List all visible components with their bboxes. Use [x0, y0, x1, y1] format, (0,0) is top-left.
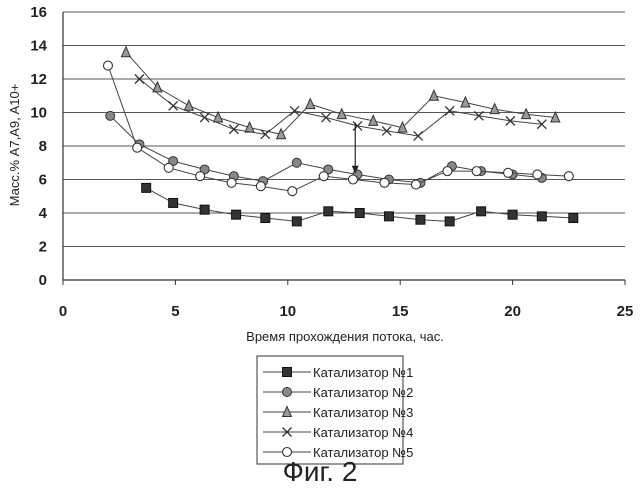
series-5-point-2: [133, 143, 142, 152]
y-tick-label-12: 12: [30, 71, 47, 88]
series-1-point-8: [355, 209, 364, 218]
series-5-point-10: [380, 178, 389, 187]
x-axis-title: Время прохождения потока, час.: [246, 329, 444, 344]
legend-marker-2: [283, 388, 292, 397]
series-5-point-9: [348, 175, 357, 184]
series-2-point-7: [292, 158, 301, 167]
y-tick-label-2: 2: [39, 239, 47, 256]
series-1-point-11: [445, 217, 454, 226]
figure-caption: Фиг. 2: [0, 456, 640, 488]
y-tick-labels: 0 2 4 6 8 10 12 14 16: [30, 4, 47, 289]
series-4-line: [139, 79, 541, 136]
x-tick-label-15: 15: [392, 303, 409, 320]
y-tick-label-16: 16: [30, 4, 47, 21]
series-3-point-4: [214, 112, 223, 122]
series-1-point-2: [169, 198, 178, 207]
legend: Катализатор №1 Катализатор №2 Катализатор …: [257, 356, 413, 464]
series-1-point-6: [292, 217, 301, 226]
legend-label-3: Катализатор №3: [313, 405, 413, 420]
y-tick-label-10: 10: [30, 105, 47, 122]
y-tick-label-14: 14: [30, 38, 47, 55]
series-1: [142, 183, 578, 226]
annotation-arrow: [352, 123, 359, 174]
series-5-point-14: [504, 168, 513, 177]
legend-label-4: Катализатор №4: [313, 425, 413, 440]
x-tick-label-20: 20: [504, 303, 521, 320]
series-layer: [103, 47, 577, 226]
series-5-point-7: [288, 187, 297, 196]
series-1-point-14: [537, 212, 546, 221]
series-3-point-1: [121, 47, 130, 57]
legend-marker-1: [283, 368, 292, 377]
x-tick-label-0: 0: [59, 303, 67, 320]
series-4-point-6: [290, 106, 299, 115]
series-5-point-12: [443, 167, 452, 176]
series-5-point-3: [164, 163, 173, 172]
y-axis-title: Масс.% A7,A9, A10+: [7, 84, 22, 207]
series-4-point-8: [353, 121, 362, 130]
series-1-point-15: [569, 214, 578, 223]
series-3-point-7: [306, 99, 315, 109]
x-tick-label-25: 25: [617, 303, 634, 320]
series-4-point-3: [200, 113, 209, 122]
series-1-point-9: [384, 212, 393, 221]
y-tick-label-0: 0: [39, 272, 47, 289]
x-tick-labels: 0 5 10 15 20 25: [59, 303, 634, 320]
y-tick-label-8: 8: [39, 138, 47, 155]
series-5: [103, 61, 573, 196]
series-4-point-2: [169, 101, 178, 110]
x-tick-label-5: 5: [171, 303, 179, 320]
series-3-point-11: [429, 90, 438, 100]
series-1-point-3: [200, 205, 209, 214]
series-5-point-13: [472, 167, 481, 176]
series-5-point-4: [196, 172, 205, 181]
series-5-point-8: [319, 172, 328, 181]
series-4: [135, 75, 546, 141]
gridlines: [63, 12, 625, 280]
series-1-point-13: [508, 210, 517, 219]
series-1-point-7: [324, 207, 333, 216]
series-5-point-15: [533, 170, 542, 179]
series-1-point-12: [477, 207, 486, 216]
series-2-point-1: [106, 111, 115, 120]
legend-label-1: Катализатор №1: [313, 365, 413, 380]
series-4-point-4: [229, 125, 238, 134]
series-1-point-4: [232, 210, 241, 219]
series-4-point-7: [322, 113, 331, 122]
series-3-point-3: [184, 100, 193, 110]
series-3: [121, 47, 559, 139]
series-5-point-11: [411, 180, 420, 189]
x-tick-label-10: 10: [279, 303, 296, 320]
series-1-point-1: [142, 183, 151, 192]
series-3-line: [126, 52, 555, 134]
series-1-point-5: [261, 214, 270, 223]
series-5-point-5: [227, 178, 236, 187]
legend-label-2: Катализатор №2: [313, 385, 413, 400]
series-1-point-10: [416, 215, 425, 224]
y-tick-label-4: 4: [39, 205, 48, 222]
series-5-point-6: [256, 182, 265, 191]
series-5-point-1: [103, 61, 112, 70]
series-5-point-16: [564, 172, 573, 181]
y-tick-label-6: 6: [39, 172, 47, 189]
series-5-line: [108, 66, 569, 192]
